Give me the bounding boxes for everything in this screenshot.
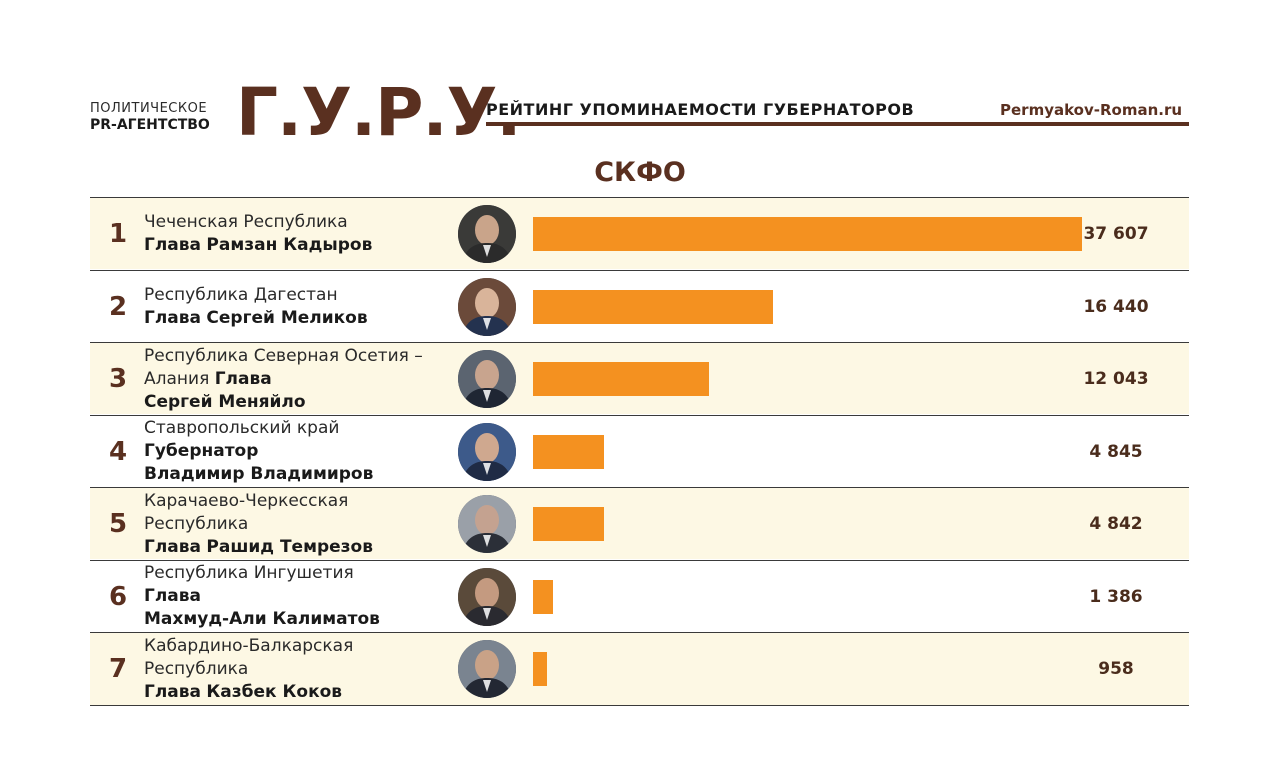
rank-number: 7	[108, 654, 128, 684]
portrait-icon-graphic	[458, 495, 516, 553]
site-url: Permyakov-Roman.ru	[1000, 101, 1183, 119]
governor-name: Владимир Владимиров	[144, 464, 374, 484]
governor-title: Глава	[144, 681, 201, 702]
region-name: Республика Дагестан	[144, 284, 338, 305]
table-row: 4 Ставропольский край Губернатор Владимир В…	[90, 414, 1189, 488]
value-label: 4 845	[1089, 441, 1143, 462]
region-name: Республика Ингушетия	[144, 563, 354, 583]
value-label: 37 607	[1083, 224, 1149, 244]
table-row: 7 Кабардино-Балкарская Республика Глава Ка…	[90, 632, 1189, 706]
governor-name: Сергей Меликов	[206, 307, 368, 328]
governor-name: Рамзан Кадыров	[206, 235, 373, 255]
ranking-table: 1 Чеченская Республика Глава Рамзан Кадыро…	[90, 197, 1189, 707]
value-label: 1 386	[1089, 586, 1143, 607]
portrait-icon	[458, 640, 516, 698]
rank-number: 4	[108, 436, 128, 467]
portrait-icon	[458, 350, 516, 408]
governor-name: Казбек Коков	[206, 681, 343, 702]
agency-line-2: PR-АГЕНТСТВО	[90, 117, 210, 133]
rank-number: 6	[108, 581, 128, 612]
governor-name: Рашид Темрезов	[206, 536, 373, 557]
region-name: Чеченская Республика	[144, 212, 348, 232]
region-name: Республика Северная Осетия – Алания	[144, 345, 423, 389]
value-bar	[533, 652, 547, 686]
header: ПОЛИТИЧЕСКОЕ PR-АГЕНТСТВО Г.У.Р.У. РЕЙТИ…	[0, 0, 1280, 150]
governor-title: Глава	[144, 307, 201, 328]
agency-line-1: ПОЛИТИЧЕСКОЕ	[90, 101, 208, 116]
value-bar	[533, 579, 554, 614]
portrait-icon-graphic	[458, 640, 516, 698]
value-label: 12 043	[1083, 369, 1149, 389]
governor-label: Республика Дагестан Глава Сергей Меликов	[144, 271, 444, 343]
value-label: 16 440	[1083, 296, 1149, 317]
portrait-icon	[458, 422, 516, 481]
rank-number: 2	[108, 291, 128, 322]
portrait-icon-graphic	[458, 422, 516, 481]
portrait-icon-graphic	[458, 567, 516, 626]
governor-title: Глава	[144, 235, 201, 255]
table-row: 6 Республика Ингушетия Глава Махмуд-Али Кал…	[90, 559, 1189, 633]
governor-label: Республика Ингушетия Глава Махмуд-Али Кали…	[144, 561, 444, 633]
table-row: 3 Республика Северная Осетия – Алания Гла…	[90, 342, 1189, 414]
region-name: Карачаево-Черкесская Республика	[144, 490, 349, 534]
value-label: 4 842	[1089, 514, 1143, 534]
governor-title: Глава	[214, 368, 272, 389]
chart-title: СКФО	[594, 157, 686, 188]
table-row: 2 Республика Дагестан Глава Сергей Меликов…	[90, 269, 1189, 343]
portrait-icon-graphic	[458, 205, 516, 263]
governor-label: Карачаево-Черкесская Республика Глава Раш…	[144, 488, 444, 560]
table-row: 5 Карачаево-Черкесская Республика Глава Ра…	[90, 487, 1189, 559]
governor-label: Республика Северная Осетия – Алания Глав…	[144, 343, 444, 415]
value-bar	[533, 507, 604, 541]
portrait-icon-graphic	[458, 277, 516, 336]
governor-label: Чеченская Республика Глава Рамзан Кадыров	[144, 198, 444, 270]
value-label: 958	[1098, 659, 1134, 679]
portrait-icon	[458, 205, 516, 263]
value-bar	[533, 362, 709, 396]
governor-label: Ставропольский край Губернатор Владимир Вл…	[144, 416, 444, 488]
portrait-icon	[458, 495, 516, 553]
portrait-icon	[458, 567, 516, 626]
agency-caption: ПОЛИТИЧЕСКОЕ PR-АГЕНТСТВО	[90, 100, 225, 134]
rating-title: РЕЙТИНГ УПОМИНАЕМОСТИ ГУБЕРНАТОРОВ	[486, 100, 915, 119]
governor-name: Сергей Меняйло	[144, 391, 306, 412]
value-bar	[533, 434, 604, 469]
rank-number: 5	[108, 509, 128, 539]
rank-number: 1	[108, 219, 128, 249]
region-name: Кабардино-Балкарская Республика	[144, 635, 354, 679]
value-bar	[533, 217, 1082, 251]
governor-title: Губернатор	[144, 441, 259, 461]
governor-label: Кабардино-Балкарская Республика Глава Каз…	[144, 633, 444, 705]
logo: Г.У.Р.У.	[236, 74, 521, 151]
governor-title: Глава	[144, 536, 201, 557]
region-name: Ставропольский край	[144, 418, 340, 438]
header-divider	[486, 122, 1189, 126]
governor-title: Глава	[144, 586, 201, 606]
value-bar	[533, 289, 773, 324]
portrait-icon	[458, 277, 516, 336]
governor-name: Махмуд-Али Калиматов	[144, 609, 380, 629]
rank-number: 3	[108, 364, 128, 394]
portrait-icon-graphic	[458, 350, 516, 408]
table-row: 1 Чеченская Республика Глава Рамзан Кадыро…	[90, 197, 1189, 269]
